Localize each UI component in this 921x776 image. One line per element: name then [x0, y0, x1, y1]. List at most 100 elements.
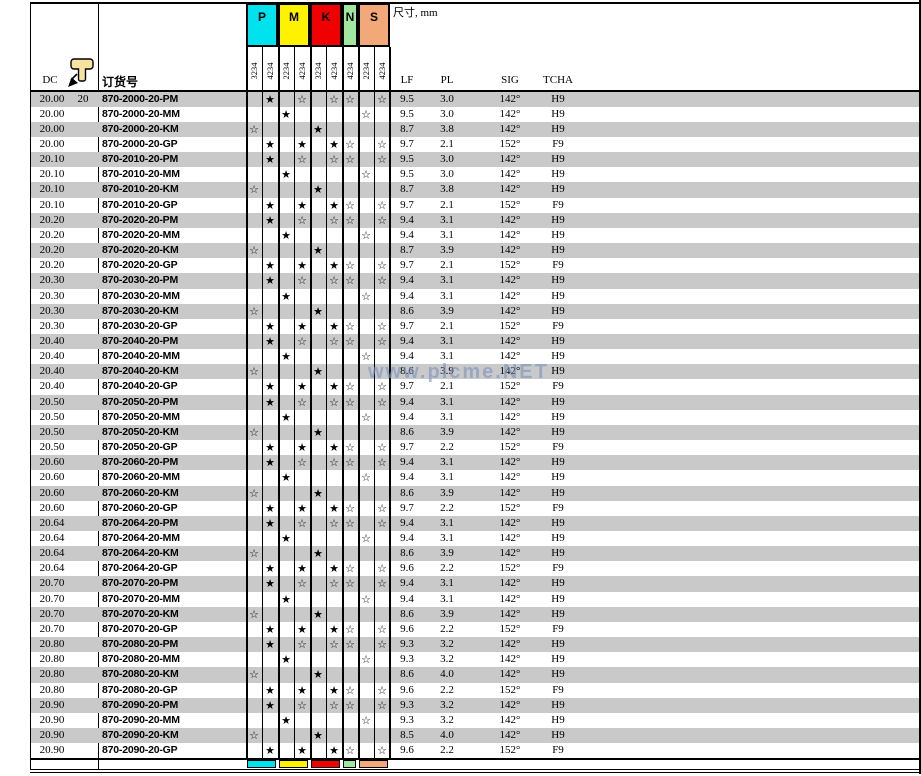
- tcha-value: H9: [551, 532, 565, 544]
- grade-column-label: 3234: [249, 62, 259, 80]
- sig-value: 142°: [499, 425, 521, 438]
- lf-value: 9.4: [400, 289, 414, 302]
- availability-star: ☆: [377, 698, 387, 712]
- availability-star: ☆: [297, 153, 307, 167]
- dc-value: 20.40: [39, 380, 65, 393]
- sig-value: 142°: [499, 168, 521, 181]
- lf-value: 9.7: [400, 319, 414, 332]
- table-row: 20.30 870-2030-20-MM ★ ☆ 9.4 3.1 142° H9: [31, 289, 919, 304]
- availability-star: ★: [265, 501, 275, 515]
- grid-vline: [388, 47, 391, 758]
- dc-value: 20.40: [39, 334, 65, 347]
- availability-star: ★: [281, 107, 291, 121]
- availability-star: ☆: [329, 698, 339, 712]
- tcha-value: H9: [551, 107, 565, 120]
- table-row: 20.80 870-2080-20-KM ☆ ★ 8.6 4.0 142° H9: [31, 667, 919, 683]
- order-number: 870-2060-20-PM: [102, 456, 178, 469]
- tcha-value: F9: [552, 441, 564, 454]
- pl-value: 3.1: [440, 274, 454, 287]
- availability-star: ★: [329, 380, 339, 394]
- tcha-value: F9: [552, 259, 564, 272]
- availability-star: ★: [265, 137, 275, 151]
- tcha-value: H9: [551, 274, 565, 287]
- order-number: 870-2000-20-KM: [102, 122, 179, 135]
- pl-value: 2.2: [440, 501, 454, 514]
- dc-value: 20.20: [39, 244, 65, 257]
- dc-value: 20.80: [39, 683, 65, 696]
- order-number: 870-2010-20-GP: [102, 198, 178, 211]
- availability-star: ★: [265, 456, 275, 470]
- availability-star: ★: [281, 592, 291, 606]
- availability-star: ★: [313, 425, 323, 439]
- lf-value: 9.4: [400, 228, 414, 241]
- availability-star: ☆: [345, 577, 355, 591]
- availability-star: ☆: [345, 683, 355, 697]
- order-number: 870-2080-20-GP: [102, 683, 178, 696]
- table-row: 20.64 870-2064-20-KM ☆ ★ 8.6 3.9 142° H9: [31, 546, 919, 562]
- pl-value: 2.2: [440, 683, 454, 696]
- availability-star: ☆: [329, 577, 339, 591]
- dc-value: 20.30: [39, 274, 65, 287]
- tcha-value: F9: [552, 501, 564, 514]
- footer-color-bar-P: [247, 759, 276, 768]
- pl-value: 3.9: [440, 304, 454, 317]
- order-number: 870-2090-20-MM: [102, 713, 180, 726]
- availability-star: ★: [329, 198, 339, 212]
- dc-value: 20.60: [39, 486, 65, 499]
- table-row: 20.10 870-2010-20-GP ★ ★ ★ ☆ ☆ 9.7 2.1 152° F9: [31, 198, 919, 213]
- dc-value: 20.60: [39, 456, 65, 469]
- footer-line-1: [30, 768, 921, 770]
- lf-value: 9.7: [400, 380, 414, 393]
- availability-star: ★: [265, 92, 275, 106]
- tcha-value: H9: [551, 698, 565, 711]
- availability-star: ★: [329, 137, 339, 151]
- table-row: 20.00 870-2000-20-MM ★ ☆ 9.5 3.0 142° H9: [31, 107, 919, 122]
- order-number: 870-2080-20-MM: [102, 653, 180, 666]
- availability-star: ☆: [329, 334, 339, 348]
- availability-star: ☆: [345, 501, 355, 515]
- availability-star: ★: [265, 562, 275, 576]
- dc-value: 20.70: [39, 577, 65, 590]
- sig-value: 142°: [499, 92, 521, 105]
- availability-star: ★: [281, 168, 291, 182]
- lf-value: 9.4: [400, 350, 414, 363]
- table-row: 20.40 870-2040-20-PM ★ ☆ ☆ ☆ ☆ 9.4 3.1 142° H9: [31, 333, 919, 350]
- order-number: 870-2030-20-GP: [102, 319, 178, 332]
- table-row: 20.50 870-2050-20-MM ★ ☆ 9.4 3.1 142° H9: [31, 410, 919, 425]
- sig-value: 152°: [499, 622, 521, 635]
- order-number: 870-2020-20-KM: [102, 244, 179, 257]
- sig-value: 142°: [499, 304, 521, 317]
- pl-value: 3.1: [440, 334, 454, 347]
- availability-star: ☆: [377, 259, 387, 273]
- table-row: 20.70 870-2070-20-KM ☆ ★ 8.6 3.9 142° H9: [31, 606, 919, 622]
- sig-value: 142°: [499, 486, 521, 499]
- availability-star: ☆: [329, 274, 339, 288]
- availability-star: ★: [313, 607, 323, 621]
- availability-star: ☆: [361, 532, 371, 545]
- availability-star: ★: [281, 350, 291, 364]
- availability-star: ★: [297, 501, 307, 515]
- table-row: 20.60 870-2060-20-PM ★ ☆ ☆ ☆ ☆ 9.4 3.1 142° H9: [31, 455, 919, 471]
- availability-star: ★: [265, 683, 275, 697]
- table-row: 20.90 870-2090-20-MM ★ ☆ 9.3 3.2 142° H9: [31, 713, 919, 728]
- lf-value: 9.4: [400, 592, 414, 605]
- grade-column-label: 4234: [329, 62, 339, 80]
- sig-value: 152°: [499, 380, 521, 393]
- qty-value: 20: [77, 92, 89, 105]
- availability-star: ★: [297, 562, 307, 576]
- availability-star: ☆: [297, 395, 307, 409]
- lf-value: 9.3: [400, 698, 414, 711]
- availability-star: ★: [265, 213, 275, 227]
- table-row: 20.30 870-2030-20-PM ★ ☆ ☆ ☆ ☆ 9.4 3.1 142° H9: [31, 273, 919, 289]
- dc-value: 20.40: [39, 365, 65, 378]
- table-row: 20.70 870-2070-20-MM ★ ☆ 9.4 3.1 142° H9: [31, 592, 919, 607]
- sig-value: 152°: [499, 562, 521, 575]
- tcha-value: H9: [551, 122, 565, 135]
- tcha-value: H9: [551, 607, 565, 620]
- pl-value: 3.9: [440, 486, 454, 499]
- pl-value: 3.1: [440, 471, 454, 484]
- material-group-K: K: [310, 3, 342, 47]
- sig-value: 142°: [499, 653, 521, 666]
- top-border-line: [30, 2, 921, 4]
- pl-value: 3.2: [440, 698, 454, 711]
